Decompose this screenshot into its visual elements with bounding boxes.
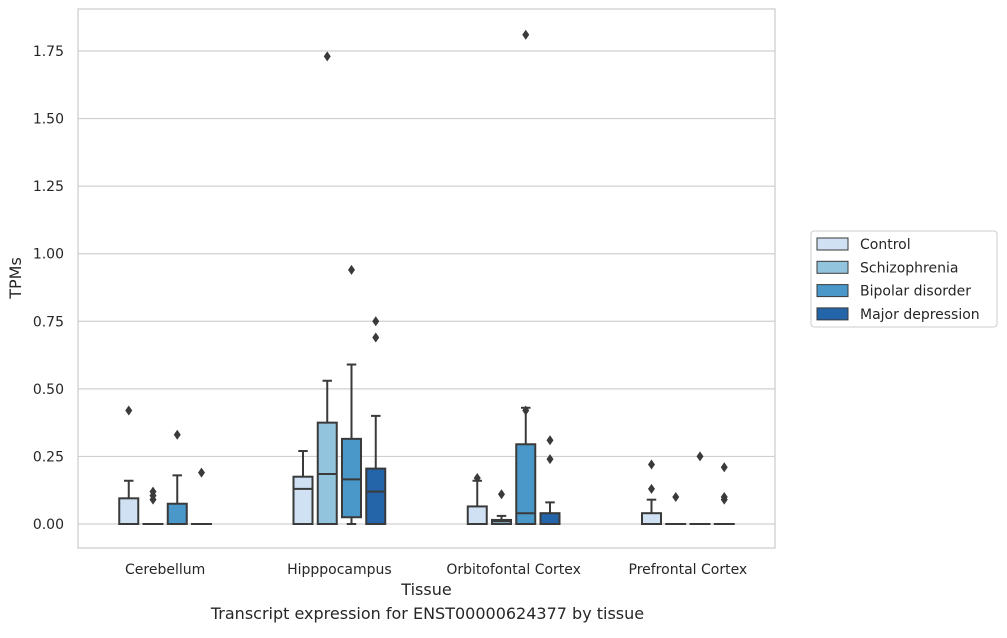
box	[366, 469, 385, 524]
box	[541, 513, 560, 524]
legend-swatch	[817, 261, 848, 273]
box	[468, 506, 487, 524]
box	[168, 504, 187, 524]
box	[342, 439, 361, 517]
legend-swatch	[817, 308, 848, 320]
legend-swatch	[817, 238, 848, 250]
box	[642, 513, 661, 524]
y-tick-label: 0.50	[33, 382, 64, 398]
legend-label: Bipolar disorder	[860, 284, 971, 300]
x-tick-label: Prefrontal Cortex	[629, 562, 748, 578]
y-tick-label: 1.75	[33, 44, 64, 60]
y-tick-label: 0.25	[33, 449, 64, 465]
x-tick-label: Cerebellum	[125, 562, 205, 578]
legend-label: Control	[860, 237, 911, 253]
box	[294, 477, 313, 524]
x-axis-label: Tissue	[400, 580, 451, 599]
box	[119, 498, 138, 524]
legend-label: Schizophrenia	[860, 260, 958, 276]
y-tick-label: 1.25	[33, 179, 64, 195]
legend-swatch	[817, 285, 848, 297]
x-tick-label: Orbitofontal Cortex	[446, 562, 581, 578]
box	[516, 444, 535, 524]
y-tick-label: 1.50	[33, 112, 64, 128]
figure-caption: Transcript expression for ENST0000062437…	[0, 604, 855, 623]
y-tick-label: 0.75	[33, 314, 64, 330]
y-tick-label: 1.00	[33, 247, 64, 263]
y-axis-label: TPMs	[6, 257, 25, 300]
legend-label: Major depression	[860, 307, 980, 323]
x-tick-label: Hipppocampus	[287, 562, 392, 578]
legend: Control Schizophrenia Bipolar disorder Majo…	[811, 231, 997, 327]
y-tick-label: 0.00	[33, 517, 64, 533]
